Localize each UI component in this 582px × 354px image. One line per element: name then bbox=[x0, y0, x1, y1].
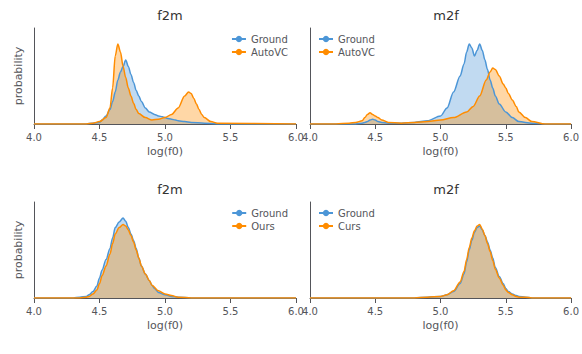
svg-text:log(f0): log(f0) bbox=[147, 145, 183, 158]
svg-text:4.0: 4.0 bbox=[26, 132, 42, 143]
svg-text:4.0: 4.0 bbox=[26, 306, 42, 317]
svg-text:6.0: 6.0 bbox=[288, 305, 304, 317]
svg-text:f2m: f2m bbox=[157, 182, 183, 197]
svg-text:log(f0): log(f0) bbox=[422, 145, 458, 158]
svg-text:probability: probability bbox=[12, 220, 25, 279]
svg-text:Ours: Ours bbox=[251, 221, 275, 232]
svg-text:Ground: Ground bbox=[338, 208, 375, 219]
svg-text:5.0: 5.0 bbox=[157, 306, 173, 317]
svg-text:Curs: Curs bbox=[338, 221, 361, 232]
svg-text:4.5: 4.5 bbox=[367, 306, 383, 317]
svg-text:Ground: Ground bbox=[338, 34, 375, 45]
svg-text:AutoVC: AutoVC bbox=[338, 47, 375, 58]
svg-text:m2f: m2f bbox=[433, 8, 459, 23]
svg-text:4.0: 4.0 bbox=[302, 306, 318, 317]
svg-text:5.5: 5.5 bbox=[498, 306, 514, 317]
svg-text:4.5: 4.5 bbox=[92, 306, 108, 317]
svg-text:4.5: 4.5 bbox=[92, 132, 108, 143]
svg-text:probability: probability bbox=[12, 46, 25, 105]
svg-text:6.0: 6.0 bbox=[288, 131, 304, 143]
svg-text:4.0: 4.0 bbox=[302, 132, 318, 143]
svg-text:AutoVC: AutoVC bbox=[251, 47, 288, 58]
svg-text:4.5: 4.5 bbox=[367, 132, 383, 143]
svg-text:6.0: 6.0 bbox=[563, 132, 579, 143]
svg-text:log(f0): log(f0) bbox=[147, 319, 183, 332]
svg-text:f2m: f2m bbox=[157, 8, 183, 23]
svg-text:6.0: 6.0 bbox=[563, 306, 579, 317]
svg-text:5.0: 5.0 bbox=[433, 132, 449, 143]
svg-text:5.5: 5.5 bbox=[223, 132, 239, 143]
svg-text:5.0: 5.0 bbox=[157, 132, 173, 143]
svg-text:5.5: 5.5 bbox=[223, 306, 239, 317]
svg-text:Ground: Ground bbox=[251, 208, 288, 219]
svg-text:log(f0): log(f0) bbox=[422, 319, 458, 332]
svg-text:5.0: 5.0 bbox=[433, 306, 449, 317]
svg-text:Ground: Ground bbox=[251, 34, 288, 45]
svg-text:m2f: m2f bbox=[433, 182, 459, 197]
svg-text:5.5: 5.5 bbox=[498, 132, 514, 143]
